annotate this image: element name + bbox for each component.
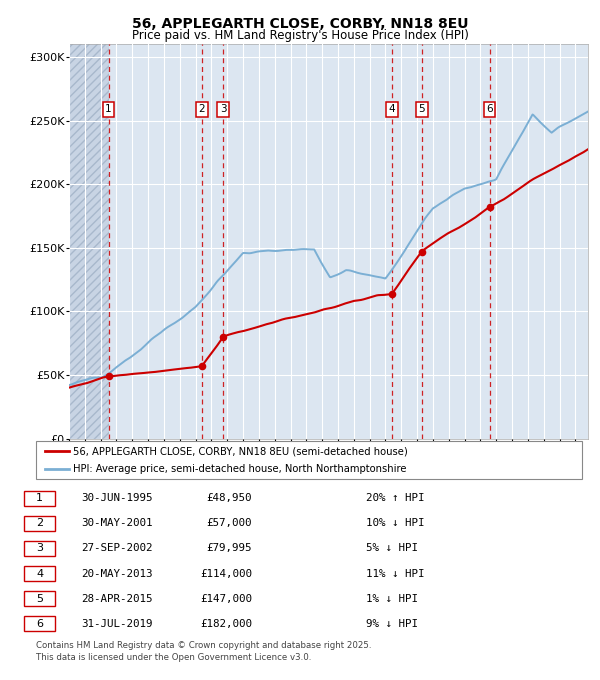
Text: 2: 2 bbox=[36, 518, 43, 528]
Text: This data is licensed under the Open Government Licence v3.0.: This data is licensed under the Open Gov… bbox=[36, 653, 311, 662]
Text: £182,000: £182,000 bbox=[200, 619, 252, 629]
Text: £114,000: £114,000 bbox=[200, 568, 252, 579]
Text: 30-MAY-2001: 30-MAY-2001 bbox=[81, 518, 152, 528]
Text: 5: 5 bbox=[36, 594, 43, 604]
Text: 10% ↓ HPI: 10% ↓ HPI bbox=[366, 518, 425, 528]
Text: £79,995: £79,995 bbox=[206, 543, 252, 554]
Text: £57,000: £57,000 bbox=[206, 518, 252, 528]
Text: 20% ↑ HPI: 20% ↑ HPI bbox=[366, 493, 425, 503]
Text: 28-APR-2015: 28-APR-2015 bbox=[81, 594, 152, 604]
Text: 9% ↓ HPI: 9% ↓ HPI bbox=[366, 619, 418, 629]
Text: 20-MAY-2013: 20-MAY-2013 bbox=[81, 568, 152, 579]
Text: Price paid vs. HM Land Registry's House Price Index (HPI): Price paid vs. HM Land Registry's House … bbox=[131, 29, 469, 42]
Text: £147,000: £147,000 bbox=[200, 594, 252, 604]
Text: 1% ↓ HPI: 1% ↓ HPI bbox=[366, 594, 418, 604]
Text: 31-JUL-2019: 31-JUL-2019 bbox=[81, 619, 152, 629]
Text: 4: 4 bbox=[36, 568, 43, 579]
Text: 27-SEP-2002: 27-SEP-2002 bbox=[81, 543, 152, 554]
Text: 3: 3 bbox=[36, 543, 43, 554]
Text: Contains HM Land Registry data © Crown copyright and database right 2025.: Contains HM Land Registry data © Crown c… bbox=[36, 641, 371, 649]
Text: 30-JUN-1995: 30-JUN-1995 bbox=[81, 493, 152, 503]
Text: 2: 2 bbox=[199, 104, 205, 114]
Text: 56, APPLEGARTH CLOSE, CORBY, NN18 8EU (semi-detached house): 56, APPLEGARTH CLOSE, CORBY, NN18 8EU (s… bbox=[73, 447, 408, 456]
Text: 6: 6 bbox=[486, 104, 493, 114]
Text: 4: 4 bbox=[388, 104, 395, 114]
Text: £48,950: £48,950 bbox=[206, 493, 252, 503]
Text: 11% ↓ HPI: 11% ↓ HPI bbox=[366, 568, 425, 579]
Text: 1: 1 bbox=[36, 493, 43, 503]
Text: 56, APPLEGARTH CLOSE, CORBY, NN18 8EU: 56, APPLEGARTH CLOSE, CORBY, NN18 8EU bbox=[132, 17, 468, 31]
Bar bbox=[69, 44, 109, 439]
Text: 3: 3 bbox=[220, 104, 227, 114]
Text: HPI: Average price, semi-detached house, North Northamptonshire: HPI: Average price, semi-detached house,… bbox=[73, 464, 407, 473]
Text: 1: 1 bbox=[105, 104, 112, 114]
Text: 6: 6 bbox=[36, 619, 43, 629]
Text: 5% ↓ HPI: 5% ↓ HPI bbox=[366, 543, 418, 554]
Text: 5: 5 bbox=[419, 104, 425, 114]
